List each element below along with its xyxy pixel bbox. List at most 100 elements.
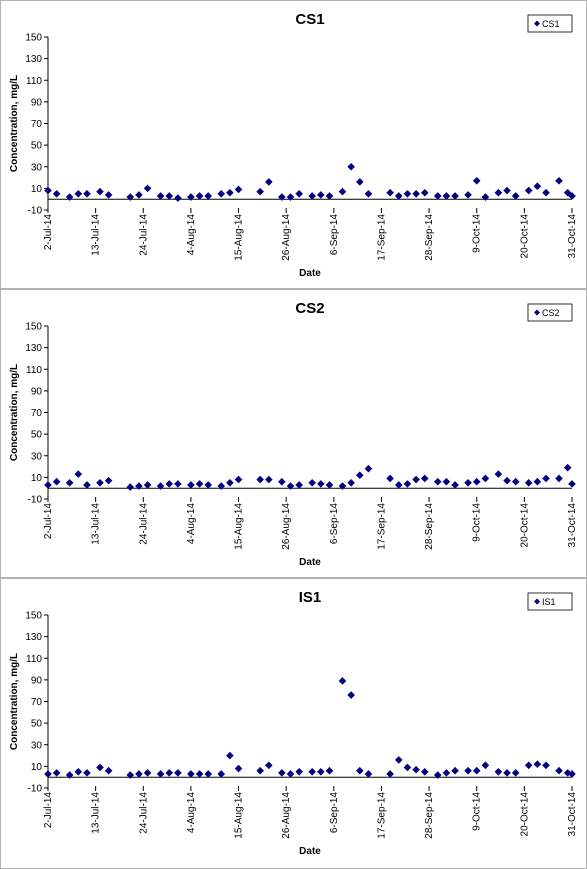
x-tick-label: 24-Jul-14 — [138, 792, 149, 834]
x-tick-label: 28-Sep-14 — [424, 503, 435, 550]
data-point — [568, 770, 576, 778]
y-tick-label: 50 — [31, 719, 43, 730]
y-axis-title: Concentration, mg/L — [9, 75, 20, 172]
data-point — [204, 192, 213, 200]
data-point — [433, 192, 442, 200]
data-point — [52, 769, 61, 777]
data-point — [96, 763, 104, 772]
panel-border — [0, 0, 587, 289]
data-point — [83, 481, 91, 489]
data-point — [503, 769, 511, 777]
data-point — [52, 477, 61, 486]
y-tick-label: 10 — [31, 473, 43, 484]
data-point — [286, 770, 295, 778]
data-point — [165, 480, 174, 488]
x-tick-label: 15-Aug-14 — [234, 792, 245, 839]
y-tick-label: 110 — [26, 365, 42, 376]
data-point — [195, 770, 204, 778]
x-tick-label: 31-Oct-14 — [567, 792, 578, 837]
y-tick-label: 30 — [31, 451, 43, 462]
data-point — [533, 477, 542, 486]
data-point — [555, 177, 563, 185]
y-tick-label: 50 — [31, 141, 43, 152]
data-point — [174, 194, 182, 202]
data-point — [325, 481, 334, 489]
y-tick-label: -10 — [28, 206, 43, 217]
x-tick-label: 15-Aug-14 — [234, 214, 245, 261]
x-tick-label: 4-Aug-14 — [186, 792, 197, 834]
x-tick-label: 31-Oct-14 — [567, 503, 578, 548]
data-point — [347, 478, 355, 487]
legend-marker — [534, 598, 540, 605]
data-point — [308, 192, 316, 200]
data-point — [347, 162, 355, 171]
data-point — [187, 193, 195, 201]
data-point — [464, 766, 472, 775]
data-point — [74, 189, 83, 198]
y-tick-label: 90 — [31, 386, 43, 397]
data-point — [420, 474, 429, 483]
data-point — [74, 470, 83, 478]
x-axis-title: Date — [299, 846, 321, 857]
data-point — [256, 475, 264, 484]
data-point — [394, 481, 403, 489]
data-point — [533, 182, 542, 191]
data-point — [187, 481, 195, 489]
data-point — [433, 771, 442, 779]
x-tick-label: 26-Aug-14 — [281, 792, 292, 839]
x-tick-label: 13-Jul-14 — [91, 792, 102, 834]
x-tick-label: 20-Oct-14 — [519, 792, 530, 837]
data-point — [442, 192, 451, 200]
y-tick-label: 10 — [31, 762, 43, 773]
data-point — [295, 189, 303, 198]
data-point — [278, 769, 286, 777]
data-point — [143, 184, 152, 193]
data-point — [325, 192, 334, 200]
chart-title: IS1 — [299, 589, 322, 606]
x-tick-label: 6-Sep-14 — [329, 214, 340, 256]
data-point — [394, 192, 403, 200]
data-point — [503, 476, 511, 485]
data-point — [403, 480, 412, 488]
x-tick-label: 4-Aug-14 — [186, 503, 197, 545]
x-tick-label: 9-Oct-14 — [472, 503, 483, 542]
legend-box — [527, 14, 573, 33]
data-point — [542, 188, 550, 197]
data-point — [451, 192, 459, 200]
data-point — [44, 186, 52, 195]
x-tick-label: 17-Sep-14 — [376, 503, 387, 550]
data-point — [420, 188, 429, 197]
y-tick-label: 10 — [31, 184, 43, 195]
data-point — [65, 193, 74, 201]
y-tick-label: 150 — [25, 33, 42, 44]
x-tick-label: 28-Sep-14 — [424, 792, 435, 839]
chart-panel: CS2 -10 10 30 50 70 90 110 130 150 2-Jul-14 13-Jul-… — [0, 289, 587, 578]
data-point — [511, 192, 520, 200]
data-point — [217, 189, 226, 198]
y-tick-label: -10 — [28, 784, 43, 795]
legend-marker — [534, 309, 540, 316]
data-point — [256, 187, 264, 196]
data-point — [403, 189, 412, 198]
legend-label: CS1 — [542, 19, 560, 29]
y-tick-label: -10 — [28, 495, 43, 506]
y-tick-label: 110 — [26, 654, 42, 665]
data-point — [52, 189, 61, 198]
data-point — [412, 189, 420, 198]
data-point — [278, 193, 286, 201]
y-axis-title: Concentration, mg/L — [9, 364, 20, 461]
data-point — [195, 480, 204, 488]
x-tick-label: 4-Aug-14 — [186, 214, 197, 256]
data-point — [563, 463, 572, 472]
data-point — [204, 770, 213, 778]
data-point — [195, 192, 204, 200]
x-tick-label: 31-Oct-14 — [567, 214, 578, 259]
data-point — [135, 482, 143, 490]
data-point — [265, 178, 273, 186]
data-point — [217, 482, 226, 490]
data-point — [44, 481, 52, 489]
data-point — [542, 761, 550, 770]
data-point — [412, 765, 420, 774]
data-point — [338, 187, 347, 196]
data-point — [156, 482, 165, 490]
